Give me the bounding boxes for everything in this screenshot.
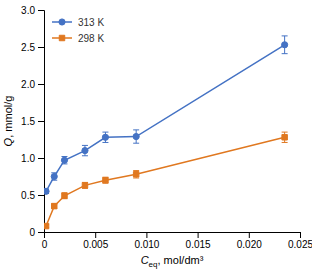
y-axis-line: [38, 11, 45, 233]
point: [282, 42, 288, 48]
point: [82, 148, 88, 154]
point: [51, 173, 57, 179]
series: [44, 36, 288, 194]
plot: 0 0.005 0.010 0.015 0.020 0.025 0 0.5 1.0 1.5 2.0 2…: [21, 5, 312, 250]
error-bar: [133, 171, 139, 178]
tick-mark: [300, 232, 301, 238]
point: [44, 223, 49, 228]
point: [62, 193, 67, 198]
error-bar: [61, 193, 67, 199]
point: [61, 157, 67, 163]
point: [282, 135, 287, 140]
tick: 0.5: [21, 190, 44, 201]
x-axis-title: Ceq, mol/dm³: [141, 254, 204, 269]
tick-mark: [38, 84, 44, 85]
point: [103, 177, 108, 182]
tick-label: 2.0: [21, 79, 35, 90]
tick-label: 0.020: [237, 239, 262, 250]
legend-marker: [59, 35, 64, 40]
tick: 0.015: [186, 232, 211, 250]
tick: 0: [29, 227, 44, 238]
tick: 0.025: [288, 232, 312, 250]
tick-label: 0: [42, 239, 48, 250]
point: [52, 203, 57, 208]
legend: 313 K 298 K: [52, 17, 104, 44]
tick-mark: [38, 195, 44, 196]
error-bar: [44, 189, 49, 193]
legend-label: 313 K: [78, 17, 104, 28]
tick-mark: [38, 158, 44, 159]
tick: 2.0: [21, 79, 44, 90]
error-bar: [133, 130, 139, 143]
error-bar: [282, 132, 288, 142]
tick-label: 1.5: [21, 116, 35, 127]
error-bar: [82, 145, 88, 155]
error-bar: [51, 204, 57, 208]
tick: 0.010: [134, 232, 159, 250]
legend-label: 298 K: [78, 33, 104, 44]
tick-label: 1.0: [21, 153, 35, 164]
point: [133, 133, 139, 139]
tick-mark: [198, 232, 199, 238]
tick-mark: [38, 121, 44, 122]
tick-label: 0: [29, 227, 35, 238]
tick-mark: [249, 232, 250, 238]
y-axis-title: Q, mmol/g: [2, 96, 14, 147]
tick: 2.5: [21, 42, 44, 53]
series-line: [46, 45, 285, 192]
legend-item: 313 K: [52, 17, 104, 28]
tick-label: 2.5: [21, 42, 35, 53]
tick-label: 3.0: [21, 5, 35, 16]
tick-mark: [38, 10, 44, 11]
tick-mark: [38, 47, 44, 48]
y-axis: 0 0.5 1.0 1.5 2.0 2.5 3.0: [21, 5, 44, 238]
x-axis-line: [45, 233, 301, 239]
error-bar: [61, 157, 67, 164]
legend-marker: [59, 19, 65, 25]
legend-item: 298 K: [52, 33, 104, 44]
tick-mark: [38, 232, 44, 233]
tick-label: 0.015: [186, 239, 211, 250]
tick-label: 0.5: [21, 190, 35, 201]
tick: 1.5: [21, 116, 44, 127]
tick-mark: [146, 232, 147, 238]
point: [133, 172, 138, 177]
x-axis: 0 0.005 0.010 0.015 0.020 0.025: [42, 232, 312, 250]
tick-label: 0.010: [134, 239, 159, 250]
error-bar: [102, 177, 108, 183]
error-bar: [51, 173, 57, 180]
point: [82, 183, 87, 188]
tick: 0: [42, 232, 48, 250]
tick: 3.0: [21, 5, 44, 16]
tick-label: 0.025: [288, 239, 312, 250]
error-bar: [102, 132, 108, 142]
error-bar: [282, 36, 288, 54]
point: [44, 188, 49, 194]
tick: 0.020: [237, 232, 262, 250]
series-line: [46, 137, 285, 226]
error-bar: [82, 182, 88, 188]
tick-mark: [95, 232, 96, 238]
tick-label: 0.005: [83, 239, 108, 250]
tick: 1.0: [21, 153, 44, 164]
series: [44, 132, 288, 229]
tick: 0.005: [83, 232, 108, 250]
chart: 0 0.005 0.010 0.015 0.020 0.025 0 0.5 1.0 1.5 2.0 2…: [0, 0, 312, 270]
marks: [44, 36, 288, 229]
point: [102, 134, 108, 140]
